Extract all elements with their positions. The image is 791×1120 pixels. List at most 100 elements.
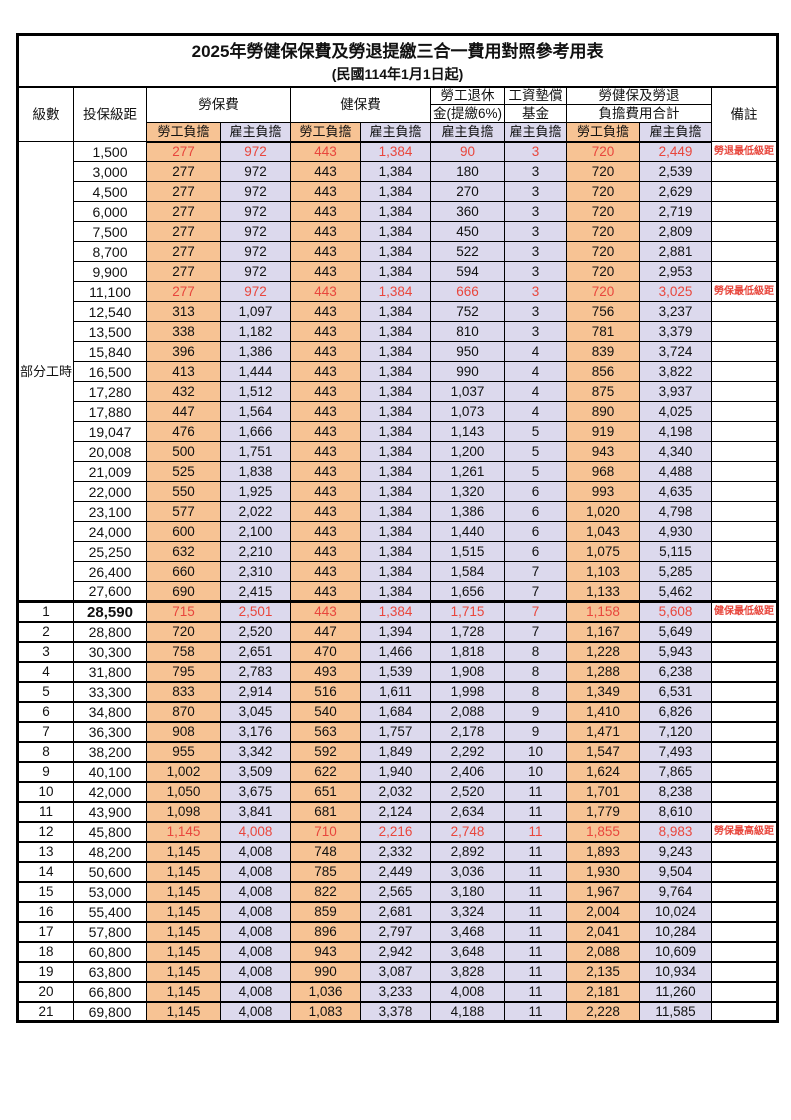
cell-health-employee: 443 [290, 421, 361, 443]
subheader-labor-employee: 勞工負擔 [146, 122, 221, 143]
cell-bracket: 30,300 [73, 640, 147, 663]
cell-bracket: 15,840 [73, 341, 147, 363]
cell-total-employer: 3,724 [639, 341, 712, 363]
cell-remark [710, 201, 779, 223]
cell-labor-employee: 690 [146, 581, 221, 603]
cell-health-employer: 1,384 [360, 401, 431, 423]
cell-level: 1 [17, 600, 74, 623]
cell-labor-employee: 277 [146, 161, 221, 183]
subheader-total-employee: 勞工負擔 [566, 122, 640, 143]
cell-total-employee: 993 [566, 481, 640, 503]
cell-labor-employer: 1,512 [220, 381, 291, 403]
cell-labor-employee: 277 [146, 221, 221, 243]
cell-health-employee: 443 [290, 161, 361, 183]
cell-health-employer: 1,940 [360, 760, 431, 783]
cell-total-employer: 8,238 [639, 780, 712, 803]
cell-health-employee: 443 [290, 301, 361, 323]
cell-health-employee: 443 [290, 281, 361, 303]
cell-remark [710, 620, 779, 643]
cell-health-employer: 2,565 [360, 880, 431, 903]
cell-health-employee: 748 [290, 840, 361, 863]
cell-bracket: 55,400 [73, 900, 147, 923]
cell-total-employee: 1,471 [566, 720, 640, 743]
cell-health-employee: 493 [290, 660, 361, 683]
cell-health-employer: 1,384 [360, 141, 431, 163]
part-time-level-cell: 部分工時 [17, 141, 74, 603]
cell-remark: 勞保最低級距 [710, 281, 779, 303]
cell-health-employee: 470 [290, 640, 361, 663]
cell-remark [710, 920, 779, 943]
cell-health-employer: 1,384 [360, 501, 431, 523]
cell-health-employer: 1,384 [360, 321, 431, 343]
cell-level: 18 [17, 940, 74, 963]
cell-labor-employee: 758 [146, 640, 221, 663]
cell-total-employer: 10,934 [639, 960, 712, 983]
cell-labor-employer: 972 [220, 221, 291, 243]
cell-total-employer: 8,983 [639, 820, 712, 843]
cell-remark [710, 680, 779, 703]
cell-remark [710, 900, 779, 923]
cell-total-employer: 9,504 [639, 860, 712, 883]
cell-bracket: 28,590 [73, 600, 147, 623]
cell-health-employee: 443 [290, 241, 361, 263]
cell-health-employee: 443 [290, 361, 361, 383]
cell-pension-employer: 360 [430, 201, 505, 223]
cell-total-employee: 1,158 [566, 600, 640, 623]
cell-health-employer: 2,681 [360, 900, 431, 923]
title-row: 2025年勞健保保費及勞退提繳三合一費用對照參考用表 (民國114年1月1日起) [16, 33, 779, 88]
cell-labor-employee: 1,145 [146, 840, 221, 863]
cell-remark [710, 161, 779, 183]
table-row: 8,700 277 972 443 1,384 522 3 720 2,881 [18, 241, 779, 263]
cell-health-employer: 3,378 [360, 1000, 431, 1023]
cell-total-employee: 720 [566, 141, 640, 163]
table-row: 14 50,600 1,145 4,008 785 2,449 3,036 11 1,930 9,… [17, 860, 779, 883]
table-row: 17,880 447 1,564 443 1,384 1,073 4 890 4,025 [18, 401, 779, 423]
cell-total-employee: 1,133 [566, 581, 640, 603]
cell-labor-employer: 4,008 [220, 1000, 291, 1023]
cell-fund-employer: 3 [504, 161, 567, 183]
cell-health-employer: 1,384 [360, 281, 431, 303]
cell-labor-employee: 1,145 [146, 860, 221, 883]
col-header-level: 級數 [17, 86, 74, 143]
cell-total-employer: 6,826 [639, 700, 712, 723]
header-row-3: 勞工負擔 雇主負擔 勞工負擔 雇主負擔 雇主負擔 雇主負擔 勞工負擔 雇主負擔 [18, 122, 778, 143]
table-row: 16,500 413 1,444 443 1,384 990 4 856 3,822 [18, 361, 779, 383]
cell-pension-employer: 2,892 [430, 840, 505, 863]
cell-bracket: 19,047 [73, 421, 147, 443]
cell-pension-employer: 3,180 [430, 880, 505, 903]
cell-fund-employer: 11 [504, 920, 567, 943]
cell-total-employee: 2,228 [566, 1000, 640, 1023]
cell-labor-employee: 955 [146, 740, 221, 763]
col-header-wage-fund-line1: 工資墊償 [504, 86, 567, 106]
cell-total-employer: 4,488 [639, 461, 712, 483]
cell-labor-employee: 277 [146, 141, 221, 163]
cell-health-employer: 1,384 [360, 421, 431, 443]
cell-total-employee: 1,779 [566, 800, 640, 823]
table-row: 10 42,000 1,050 3,675 651 2,032 2,520 11 1,701 8,… [17, 780, 779, 803]
table-row: 部分工時 1,500 277 972 443 1,384 90 3 720 2,449 勞退最低級距 [17, 141, 779, 603]
cell-labor-employee: 1,145 [146, 820, 221, 843]
cell-remark: 健保最低級距 [710, 600, 779, 623]
cell-bracket: 11,100 [73, 281, 147, 303]
cell-pension-employer: 2,406 [430, 760, 505, 783]
table-body: 部分工時 1,500 277 972 443 1,384 90 3 720 2,449 勞退最低級距… [17, 141, 779, 1023]
cell-total-employee: 1,930 [566, 860, 640, 883]
cell-remark [710, 980, 779, 1003]
cell-health-employer: 2,124 [360, 800, 431, 823]
cell-total-employee: 1,701 [566, 780, 640, 803]
cell-labor-employee: 632 [146, 541, 221, 563]
cell-remark [710, 1000, 779, 1023]
cell-health-employer: 3,087 [360, 960, 431, 983]
cell-remark [710, 640, 779, 663]
cell-bracket: 17,880 [73, 401, 147, 423]
cell-pension-employer: 1,386 [430, 501, 505, 523]
cell-total-employer: 3,937 [639, 381, 712, 403]
cell-total-employee: 1,624 [566, 760, 640, 783]
cell-pension-employer: 2,520 [430, 780, 505, 803]
col-header-total-line1: 勞健保及勞退 [566, 86, 712, 106]
cell-fund-employer: 3 [504, 321, 567, 343]
cell-level: 21 [17, 1000, 74, 1023]
cell-bracket: 13,500 [73, 321, 147, 343]
cell-fund-employer: 11 [504, 840, 567, 863]
cell-health-employer: 1,384 [360, 481, 431, 503]
